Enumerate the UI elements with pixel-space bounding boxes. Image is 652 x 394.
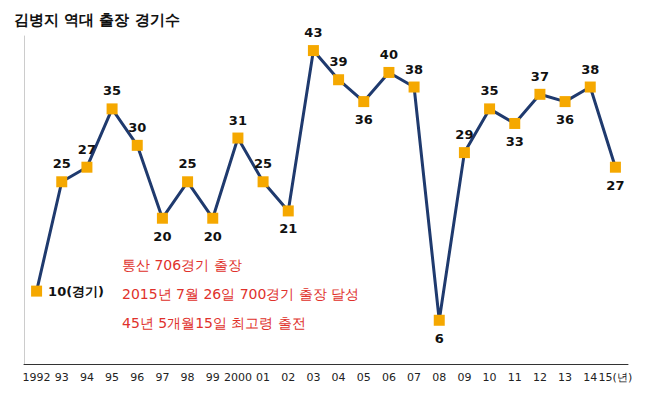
svg-text:95: 95: [105, 371, 119, 384]
svg-text:10: 10: [483, 371, 497, 384]
svg-text:96: 96: [130, 371, 144, 384]
svg-text:39: 39: [330, 54, 348, 69]
svg-text:06: 06: [382, 371, 396, 384]
svg-text:25: 25: [254, 156, 272, 171]
svg-text:김병지 역대 출장 경기수: 김병지 역대 출장 경기수: [14, 11, 180, 29]
svg-text:03: 03: [306, 371, 320, 384]
svg-text:1992: 1992: [23, 371, 51, 384]
svg-text:37: 37: [531, 69, 549, 84]
svg-text:98: 98: [181, 371, 195, 384]
svg-text:27: 27: [606, 178, 624, 193]
svg-text:27: 27: [78, 142, 96, 157]
svg-text:29: 29: [455, 127, 473, 142]
svg-text:38: 38: [405, 62, 423, 77]
svg-text:13: 13: [558, 371, 572, 384]
svg-text:38: 38: [581, 62, 599, 77]
svg-text:11: 11: [508, 371, 522, 384]
svg-text:31: 31: [229, 113, 247, 128]
svg-text:43: 43: [304, 25, 322, 40]
svg-text:97: 97: [155, 371, 169, 384]
svg-text:33: 33: [506, 134, 524, 149]
svg-text:통산 706경기 출장: 통산 706경기 출장: [122, 257, 242, 273]
svg-text:45년 5개월15일 최고령 출전: 45년 5개월15일 최고령 출전: [122, 315, 306, 331]
svg-text:6: 6: [435, 331, 444, 346]
svg-text:20: 20: [204, 229, 222, 244]
svg-text:14: 14: [583, 371, 597, 384]
svg-text:09: 09: [457, 371, 471, 384]
svg-text:35: 35: [103, 83, 121, 98]
svg-text:07: 07: [407, 371, 421, 384]
svg-text:15(년): 15(년): [599, 371, 633, 384]
svg-text:02: 02: [281, 371, 295, 384]
svg-text:94: 94: [80, 371, 94, 384]
svg-text:2000: 2000: [224, 371, 252, 384]
svg-text:36: 36: [355, 112, 373, 127]
svg-text:2015년 7월 26일 700경기 출장 달성: 2015년 7월 26일 700경기 출장 달성: [122, 286, 359, 302]
svg-text:01: 01: [256, 371, 270, 384]
svg-text:21: 21: [279, 221, 297, 236]
svg-text:93: 93: [55, 371, 69, 384]
svg-text:05: 05: [357, 371, 371, 384]
svg-text:30: 30: [128, 120, 146, 135]
svg-text:40: 40: [380, 47, 398, 62]
svg-text:20: 20: [153, 229, 171, 244]
svg-text:25: 25: [53, 156, 71, 171]
svg-text:25: 25: [179, 156, 197, 171]
svg-text:12: 12: [533, 371, 547, 384]
svg-text:08: 08: [432, 371, 446, 384]
svg-text:36: 36: [556, 112, 574, 127]
svg-text:35: 35: [481, 83, 499, 98]
svg-text:10(경기): 10(경기): [48, 284, 104, 299]
svg-text:99: 99: [206, 371, 220, 384]
svg-text:04: 04: [332, 371, 346, 384]
